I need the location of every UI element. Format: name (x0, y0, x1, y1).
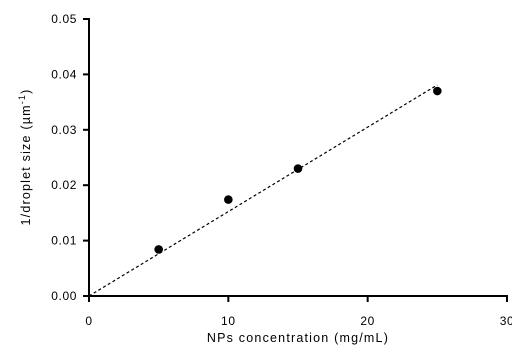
y-tick-label: 0.00 (51, 289, 77, 303)
y-axis-label-main: 1/droplet size (µm (19, 104, 33, 225)
axes (88, 18, 508, 297)
x-axis-label: NPs concentration (mg/mL) (207, 331, 389, 345)
y-axis-label-suffix: ) (19, 89, 33, 94)
x-ticks: 0 10 20 30 (85, 296, 512, 328)
x-tick-label: 20 (360, 314, 375, 328)
y-tick-label: 0.03 (51, 123, 77, 137)
y-tick-label: 0.04 (51, 67, 77, 81)
plot-area (88, 84, 442, 297)
data-point (433, 86, 442, 96)
data-point (154, 245, 163, 254)
x-tick-label: 0 (85, 314, 92, 328)
data-point (224, 195, 233, 204)
y-tick-label: 0.01 (51, 234, 77, 248)
data-point (293, 164, 303, 173)
x-tick-label: 30 (500, 314, 512, 328)
fit-line (88, 84, 438, 297)
x-tick-label: 10 (221, 314, 236, 328)
y-tick-label: 0.02 (51, 178, 77, 192)
y-axis-label: 1/droplet size (µm-1) (17, 89, 33, 226)
y-ticks: 0.00 0.01 0.02 0.03 0.04 0.05 (51, 12, 89, 303)
y-axis-label-superscript: -1 (17, 94, 27, 104)
y-tick-label: 0.05 (51, 12, 77, 26)
